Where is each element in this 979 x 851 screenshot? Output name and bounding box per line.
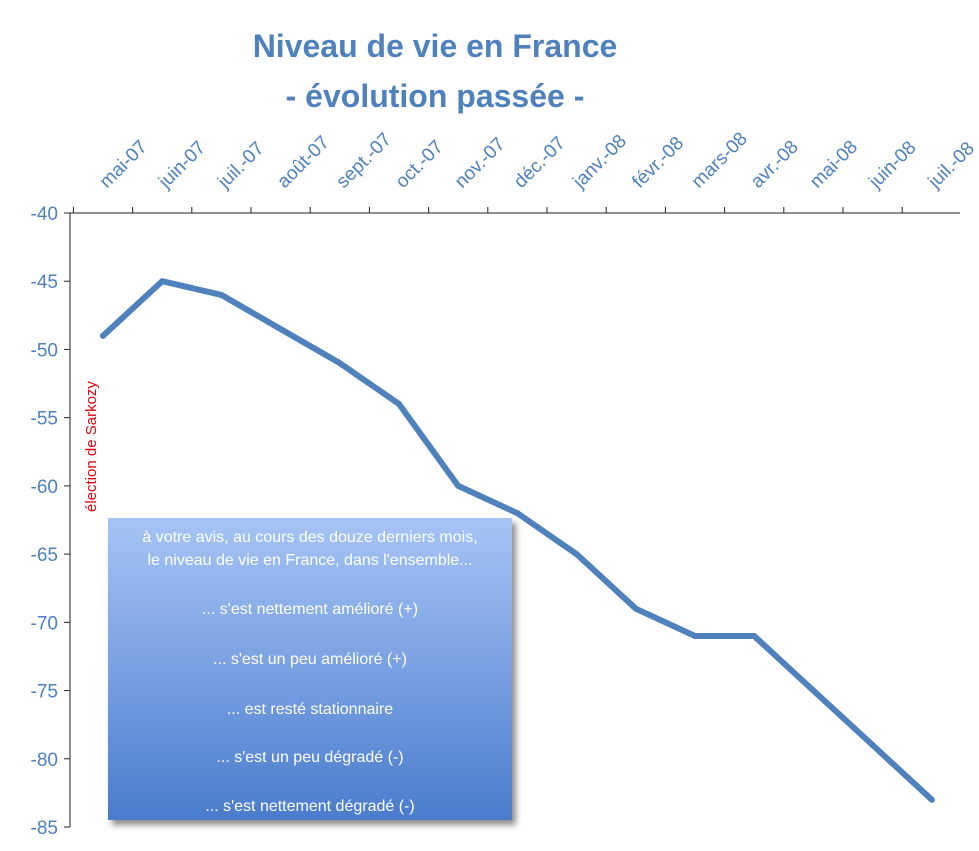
data-point	[336, 360, 343, 367]
legend-option-somewhat-degraded: ... s'est un peu dégradé (-)	[216, 749, 404, 766]
x-tick-label: mai-08	[806, 137, 862, 193]
data-point	[277, 325, 284, 332]
data-point	[869, 742, 876, 749]
data-point	[810, 687, 817, 694]
x-tick-label: juin-07	[154, 137, 210, 193]
x-tick-label: juil.-08	[924, 138, 979, 193]
y-tick-label: -40	[31, 204, 58, 225]
data-point	[396, 401, 402, 408]
x-tick-label: mars-08	[688, 128, 752, 192]
y-axis: -40 -45 -50 -55 -60 -65 -70 -75 -80 -85	[31, 204, 71, 839]
y-tick-label: -45	[31, 272, 58, 293]
y-tick-label: -80	[31, 750, 58, 771]
legend-option-much-improved: ... s'est nettement amélioré (+)	[201, 601, 419, 618]
chart-title-line1: Niveau de vie en France	[252, 28, 618, 64]
y-tick-label: -70	[31, 613, 58, 634]
data-point	[632, 605, 639, 612]
x-tick-label: juil.-07	[213, 138, 268, 193]
y-tick-label: -50	[31, 340, 58, 361]
data-point	[751, 632, 758, 639]
y-tick-label: -60	[31, 477, 58, 498]
y-tick-label: -65	[31, 545, 58, 566]
x-tick-label: nov.-07	[451, 134, 510, 193]
legend-question: à votre avis, au cours des douze dernier…	[108, 526, 512, 572]
annotation-election-label: élection de Sarkozy	[83, 381, 100, 512]
legend-option-unchanged: ... est resté stationnaire	[226, 701, 394, 718]
legend-option-somewhat-improved: ... s'est un peu amélioré (+)	[213, 651, 407, 668]
legend-question-line2: le niveau de vie en France, dans l'ensem…	[147, 552, 473, 569]
data-point	[455, 482, 462, 489]
y-tick-label: -85	[31, 818, 58, 839]
x-tick-label: févr.-08	[628, 133, 688, 193]
x-axis: mai-07 juin-07 juil.-07 août-07sept.-07oct.…	[70, 128, 979, 214]
x-tick-label: oct.-07	[392, 137, 448, 193]
x-tick-label: avr.-08	[747, 137, 803, 193]
legend-option-much-degraded: ... s'est nettement dégradé (-)	[205, 798, 415, 815]
question-legend-box: à votre avis, au cours des douze dernier…	[108, 518, 512, 820]
y-tick-label: -55	[31, 409, 58, 430]
x-tick-label: juin-08	[865, 137, 921, 193]
chart-title-line2: - évolution passée -	[285, 78, 585, 114]
x-tick-label: janv.-08	[569, 131, 631, 193]
x-tick-label: déc.-07	[510, 133, 570, 193]
data-point	[928, 796, 935, 803]
x-tick-label: mai-07	[96, 137, 152, 193]
data-point	[159, 278, 166, 285]
series-layer	[100, 278, 935, 803]
data-point	[692, 632, 698, 639]
data-point	[573, 551, 580, 558]
data-point	[514, 510, 521, 517]
legend-question-line1: à votre avis, au cours des douze dernier…	[142, 529, 478, 546]
x-tick-label: août-07	[273, 132, 333, 192]
y-tick-label: -75	[31, 682, 58, 703]
data-point	[100, 332, 106, 339]
data-point	[218, 291, 225, 298]
x-tick-label: sept.-07	[332, 129, 395, 192]
